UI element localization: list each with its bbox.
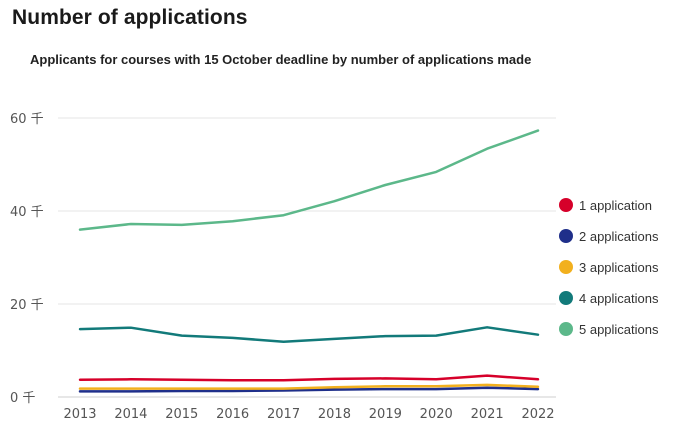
x-axis-ticks: 2013 2014 2015 2016 2017 2018 2019 2020 2021 2022	[63, 407, 554, 422]
legend-label: 4 applications	[579, 291, 659, 306]
legend-marker	[559, 260, 573, 274]
legend-marker	[559, 322, 573, 336]
legend-item: 5 applications	[559, 322, 659, 337]
grid-lines	[58, 117, 556, 398]
legend-item: 1 application	[559, 198, 652, 213]
legend-label: 1 application	[579, 198, 652, 213]
legend: 1 application 2 applications 3 application…	[559, 198, 659, 337]
series-line-1	[78, 374, 540, 382]
series-line-4	[78, 326, 540, 343]
series-lines	[78, 129, 540, 393]
page-title: Number of applications	[12, 6, 248, 29]
legend-label: 5 applications	[579, 322, 659, 337]
y-tick-label: 0 千	[10, 391, 35, 406]
x-tick-label: 2014	[114, 407, 147, 422]
chart-title: Applicants for courses with 15 October d…	[30, 52, 532, 67]
legend-label: 2 applications	[579, 229, 659, 244]
legend-marker	[559, 229, 573, 243]
legend-item: 4 applications	[559, 291, 659, 306]
legend-item: 3 applications	[559, 260, 659, 275]
series-line-2	[78, 386, 540, 393]
legend-marker	[559, 198, 573, 212]
legend-label: 3 applications	[579, 260, 659, 275]
series-line-5	[78, 129, 540, 231]
y-axis-ticks: 0 千 20 千 40 千 60 千	[10, 112, 44, 406]
x-tick-label: 2015	[165, 407, 198, 422]
legend-marker	[559, 291, 573, 305]
y-tick-label: 20 千	[10, 298, 44, 313]
x-tick-label: 2017	[267, 407, 300, 422]
y-tick-label: 60 千	[10, 112, 44, 127]
x-tick-label: 2022	[521, 407, 554, 422]
y-tick-label: 40 千	[10, 205, 44, 220]
x-tick-label: 2021	[471, 407, 504, 422]
x-tick-label: 2016	[216, 407, 249, 422]
x-tick-label: 2018	[318, 407, 351, 422]
legend-item: 2 applications	[559, 229, 659, 244]
x-tick-label: 2020	[420, 407, 453, 422]
x-tick-label: 2013	[63, 407, 96, 422]
x-tick-label: 2019	[369, 407, 402, 422]
series-line-3	[78, 383, 540, 390]
